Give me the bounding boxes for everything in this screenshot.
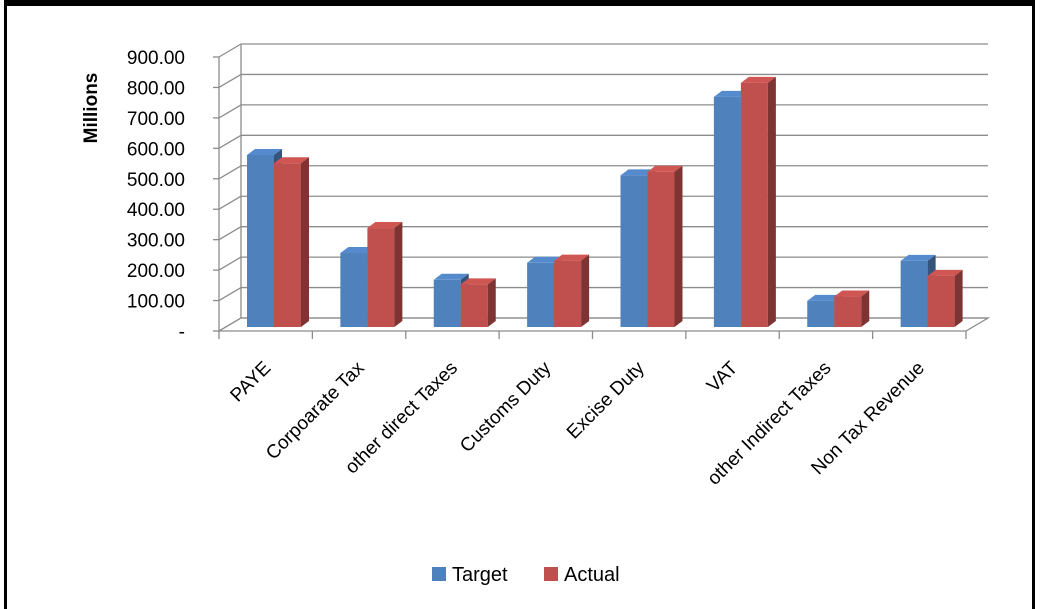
y-tick-label: 700.00: [127, 109, 185, 130]
gridline-side: [218, 43, 242, 58]
gridline-side: [218, 73, 242, 89]
y-tick-label: 300.00: [127, 231, 185, 252]
bar-top: [834, 290, 870, 297]
legend-label-actual: Actual: [564, 564, 620, 586]
x-category-label: Excise Duty: [563, 357, 649, 443]
y-axis-ticks: - 100.00 200.00 300.00 400.00 500.00 600.00 700…: [127, 48, 219, 343]
bar-top: [340, 247, 376, 254]
bar-top: [367, 222, 403, 229]
bar-top: [900, 254, 936, 261]
bar-side: [581, 254, 590, 327]
bar-actual: [367, 228, 395, 327]
gridline-side: [218, 134, 242, 149]
gridline-side: [218, 256, 242, 271]
chart-title-strip: [4, 0, 1035, 6]
x-category-label: PAYE: [227, 358, 276, 407]
y-tick-label: 900.00: [127, 48, 185, 69]
bar-top: [927, 269, 963, 276]
bar-side: [861, 290, 870, 327]
bar-target: [620, 175, 648, 327]
y-tick-label: 600.00: [127, 139, 185, 160]
legend-swatch-target: [432, 567, 446, 581]
legend: Target Actual: [432, 564, 620, 586]
legend-swatch-actual: [544, 567, 558, 581]
bar-actual: [834, 296, 862, 327]
gridline-side: [218, 286, 242, 302]
bar-top: [274, 157, 309, 164]
bar-top: [433, 273, 469, 280]
bar-actual: [274, 163, 301, 327]
x-category-label: VAT: [703, 357, 742, 396]
bar-target: [900, 260, 928, 327]
y-tick-label: 200.00: [127, 261, 185, 282]
y-tick-label: 800.00: [127, 78, 185, 99]
bar-top: [713, 90, 749, 97]
gridline-side: [218, 226, 242, 241]
bar-top: [554, 254, 590, 261]
y-axis-title: Millions: [81, 73, 102, 144]
bar-actual: [460, 284, 488, 327]
bar-side: [301, 157, 309, 327]
gridline-side: [218, 104, 242, 119]
x-category-label: Corpoarate Tax: [262, 357, 369, 464]
bar-actual: [740, 82, 768, 327]
bar-top: [527, 256, 563, 263]
bar-target: [433, 279, 461, 327]
bar-target: [713, 96, 741, 327]
bar-top: [460, 278, 496, 285]
bar-top: [647, 165, 683, 172]
bar-top: [247, 148, 282, 155]
bar-side: [767, 76, 776, 327]
y-tick-label: 400.00: [127, 200, 185, 221]
x-category-label: Customs Duty: [456, 357, 556, 457]
bar-side: [394, 222, 403, 327]
y-tick-label: 500.00: [127, 170, 185, 191]
bar-top: [740, 76, 776, 83]
bars: [247, 76, 963, 327]
bar-side: [954, 269, 963, 327]
bar-target: [247, 154, 274, 327]
bar-side: [487, 278, 496, 327]
y-tick-label: 100.00: [127, 292, 185, 313]
bar-top: [620, 169, 656, 176]
bar-target: [807, 300, 835, 327]
bar-actual: [554, 260, 582, 327]
bar-target: [340, 253, 368, 327]
floor: [216, 317, 991, 332]
bar-actual: [647, 171, 675, 327]
gridline-side: [218, 165, 242, 180]
gridline-side: [218, 195, 242, 210]
y-tick-label: -: [179, 322, 185, 343]
bar-target: [527, 262, 555, 327]
bar-top: [807, 294, 843, 301]
legend-label-target: Target: [452, 564, 508, 586]
chart-frame: [4, 0, 1035, 609]
bar-actual: [927, 275, 955, 327]
gridlines: [216, 43, 991, 332]
bar-side: [674, 165, 683, 327]
